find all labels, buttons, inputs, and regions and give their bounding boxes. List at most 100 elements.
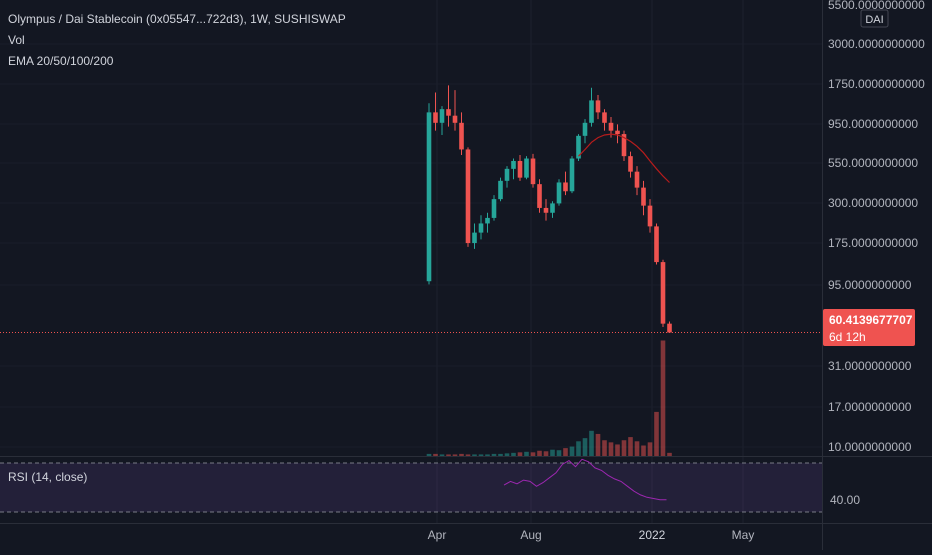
- candle-body: [576, 135, 581, 159]
- candle-body: [504, 168, 510, 181]
- bar-countdown: 6d 12h: [829, 330, 866, 344]
- volume-bar: [530, 452, 536, 456]
- price-tick: 95.0000000000: [828, 278, 912, 292]
- volume-bar: [589, 430, 594, 456]
- candle-body: [595, 100, 601, 113]
- candle-body: [452, 115, 458, 123]
- time-tick-apr: Apr: [428, 528, 447, 542]
- volume-bar: [485, 454, 490, 456]
- time-tick-may: May: [732, 528, 755, 542]
- volume-bar: [491, 453, 497, 456]
- candle-body: [478, 223, 484, 233]
- volume-bar: [446, 454, 451, 456]
- candle-body: [647, 205, 653, 227]
- rsi-legend[interactable]: RSI (14, close): [8, 470, 88, 484]
- price-tick: 950.0000000000: [828, 117, 918, 131]
- volume-bar: [511, 452, 516, 456]
- price-axis[interactable]: 5500.0000000000 3000.0000000000 1750.000…: [828, 0, 925, 454]
- candle-body: [582, 122, 588, 136]
- candle-body: [660, 262, 666, 324]
- volume-bar: [595, 433, 601, 456]
- volume-bar: [517, 452, 523, 456]
- volume-bars: [426, 340, 672, 456]
- candle-body: [667, 323, 672, 333]
- time-axis[interactable]: Apr Aug 2022 May: [428, 528, 755, 542]
- candle-body: [517, 160, 523, 178]
- last-price-label: 60.4139677707 6d 12h: [823, 309, 915, 346]
- candle-body: [641, 187, 646, 206]
- candle-body: [621, 134, 627, 157]
- volume-bar: [439, 454, 445, 456]
- volume-legend[interactable]: Vol: [8, 33, 25, 47]
- candle-body: [537, 184, 542, 208]
- price-tick: 300.0000000000: [828, 196, 918, 210]
- price-tick: 550.0000000000: [828, 156, 918, 170]
- time-axis-separator: [0, 523, 932, 524]
- volume-bar: [569, 446, 575, 456]
- volume-bar: [498, 453, 503, 456]
- price-tick: 31.0000000000: [828, 359, 912, 373]
- volume-bar: [667, 452, 672, 456]
- price-tick: 5500.0000000000: [828, 0, 925, 12]
- volume-bar: [452, 454, 458, 456]
- time-tick-2022: 2022: [639, 528, 666, 542]
- rsi-pane-separator: [0, 456, 932, 457]
- volume-bar: [543, 451, 549, 456]
- price-tick: 17.0000000000: [828, 400, 912, 414]
- volume-bar: [647, 442, 653, 456]
- candle-body: [602, 112, 607, 123]
- currency-badge[interactable]: DAI: [860, 9, 889, 28]
- price-tick: 1750.0000000000: [828, 77, 925, 91]
- price-tick: 10.0000000000: [828, 440, 912, 454]
- volume-bar: [524, 451, 529, 456]
- volume-bar: [478, 454, 484, 456]
- candle-body: [589, 100, 594, 123]
- candle-body: [628, 156, 633, 172]
- volume-bar: [465, 454, 471, 456]
- rsi-tick: 40.00: [830, 493, 860, 507]
- volume-bar: [537, 450, 542, 456]
- candle-body: [550, 203, 555, 213]
- time-tick-aug: Aug: [520, 528, 541, 542]
- candle-body: [563, 182, 568, 192]
- volume-bar: [660, 340, 666, 456]
- volume-bar: [426, 453, 432, 456]
- candle-body: [569, 158, 575, 192]
- candle-body: [654, 226, 659, 263]
- candle-body: [465, 149, 471, 244]
- candle-body: [485, 217, 490, 224]
- price-tick: 3000.0000000000: [828, 37, 925, 51]
- symbol-legend[interactable]: Olympus / Dai Stablecoin (0x05547...722d…: [8, 12, 346, 26]
- candle-body: [446, 109, 451, 116]
- volume-bar: [433, 453, 438, 456]
- ema-legend[interactable]: EMA 20/50/100/200: [8, 54, 114, 68]
- candles: [426, 85, 672, 333]
- volume-bar: [628, 437, 633, 456]
- candle-body: [524, 158, 529, 178]
- candle-body: [498, 180, 503, 200]
- volume-bar: [472, 454, 477, 456]
- candle-body: [491, 199, 497, 218]
- candle-body: [439, 109, 445, 123]
- volume-bar: [556, 450, 562, 456]
- volume-bar: [459, 453, 464, 456]
- volume-bar: [602, 440, 607, 456]
- candle-body: [543, 207, 549, 213]
- volume-bar: [634, 441, 640, 456]
- volume-bar: [641, 445, 646, 456]
- volume-bar: [621, 440, 627, 456]
- last-price-value: 60.4139677707: [829, 313, 913, 327]
- volume-bar: [608, 442, 614, 456]
- ema-line: [578, 133, 670, 183]
- candle-body: [615, 130, 620, 135]
- candle-body: [530, 158, 536, 185]
- volume-bar: [576, 441, 581, 456]
- volume-bar: [615, 444, 620, 456]
- price-tick: 175.0000000000: [828, 236, 918, 250]
- currency-badge-label: DAI: [865, 14, 883, 26]
- candle-body: [459, 122, 464, 150]
- volume-bar: [654, 411, 659, 456]
- volume-bar: [504, 453, 510, 456]
